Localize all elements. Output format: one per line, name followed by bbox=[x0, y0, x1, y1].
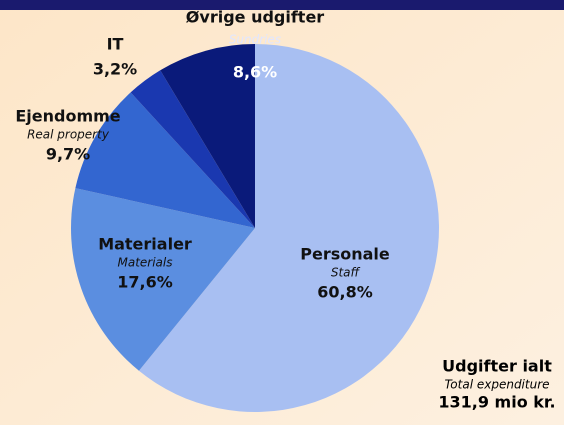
total-value: 131,9 mio kr. bbox=[438, 393, 555, 412]
slice-sublabel: Real property bbox=[27, 128, 110, 142]
slice-label: IT bbox=[107, 35, 124, 54]
slice-label: Øvrige udgifter bbox=[186, 8, 325, 27]
value-label: 60,8% bbox=[317, 283, 373, 302]
pie-slice bbox=[71, 188, 256, 371]
pie-slice bbox=[130, 70, 255, 228]
slice-label: Ejendomme bbox=[15, 107, 120, 126]
total-title: Udgifter ialt bbox=[442, 357, 552, 376]
total-subtitle: Total expenditure bbox=[444, 378, 549, 392]
slice-sublabel: Materials bbox=[117, 256, 172, 270]
slice-label: Personale bbox=[300, 245, 390, 264]
pie-slice bbox=[75, 92, 256, 228]
header-bar bbox=[0, 0, 564, 10]
slice-sublabel: Sundries bbox=[229, 33, 281, 47]
value-label: 8,6% bbox=[233, 63, 277, 82]
pie-slice bbox=[160, 44, 255, 228]
value-label: 17,6% bbox=[117, 273, 173, 292]
pie-slice bbox=[138, 44, 440, 412]
slice-sublabel: Staff bbox=[331, 266, 361, 280]
value-label: 3,2% bbox=[93, 60, 137, 79]
value-label: 9,7% bbox=[46, 145, 90, 164]
slice-label: Materialer bbox=[98, 235, 192, 254]
